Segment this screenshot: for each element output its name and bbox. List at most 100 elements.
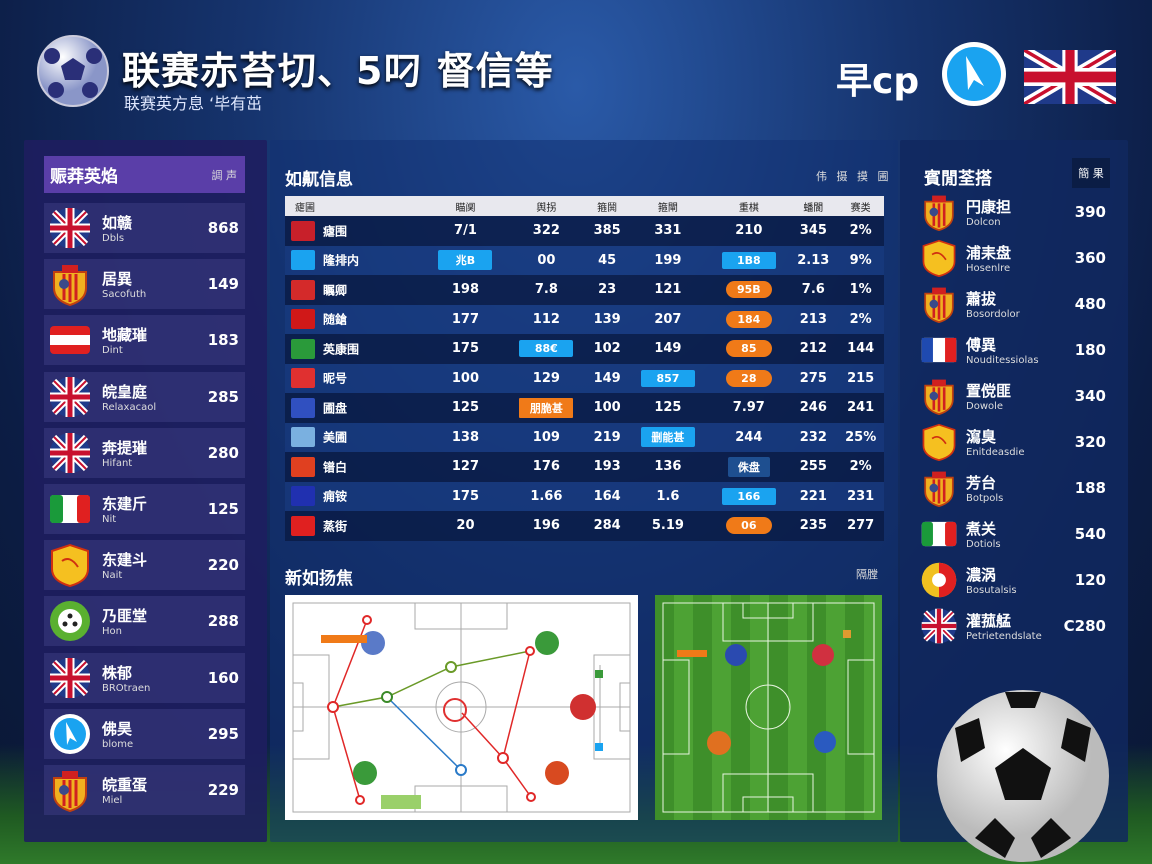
austria-emblem-icon [50,326,90,355]
column-header[interactable]: 箍閘 [627,196,709,216]
stat-cell: 215 [837,363,884,393]
table-row[interactable]: 随鎗 177 112 139 207 184 213 2% [285,304,884,334]
stat-badge: 28 [725,369,772,387]
team-cell: 昵号 [285,363,425,393]
ranking-list-item[interactable]: 东建斗 Nait 220 [44,540,245,591]
stat-badge: 兆B [438,250,493,271]
ranking-list-item[interactable]: 株郁 BROtraen 160 [44,652,245,703]
item-text: 蕭拔 Bosordolor [966,288,1075,320]
table-row[interactable]: 美圃 138 109 219 删能甚 244 232 25% [285,422,884,452]
stat-badge: 95B [725,281,772,299]
stat-badge: 857 [640,369,695,387]
team-name: 瘧围 [323,224,348,239]
team-score: 540 [1074,525,1106,543]
column-header[interactable]: 蟠閬 [789,196,838,216]
ranking-list-item[interactable]: 居異 Sacofuth 149 [44,259,245,310]
shield-emblem-icon [51,544,89,588]
tactics-diagram-white-pitch[interactable] [285,595,638,820]
stat-badge: 1B8 [721,251,776,269]
team-name: 皖重蛋 [102,776,148,794]
team-subname: Nouditessiolas [966,355,1039,366]
right-panel-filter-button[interactable]: 簡 果 [1072,158,1110,188]
team-subname: Hosenlre [966,263,1011,274]
team-name: 痈铵 [323,489,348,504]
stat-cell: 284 [586,511,628,541]
column-header[interactable]: 赛类 [837,196,884,216]
team-cell: 镨白 [285,452,425,482]
compass-logo-icon[interactable] [940,40,1008,108]
match-info-tools[interactable]: 伟 摄 摸 圃 [816,170,889,183]
ranking-list-item[interactable]: 蕭拔 Bosordolor 480 [920,282,1120,326]
column-header[interactable]: 箍鬨 [586,196,628,216]
team-score: 868 [207,219,239,237]
ranking-list-item[interactable]: 皖皇庭 Relaxacaol 285 [44,371,245,422]
stat-cell: 275 [789,363,838,393]
ranking-list-item[interactable]: 置傥匪 Dowole 340 [920,374,1120,418]
stat-cell: 127 [425,452,506,482]
stat-cell: 144 [837,334,884,364]
ranking-list-item[interactable]: 煮关 Dotiols 540 [920,512,1120,556]
team-flag-icon [291,279,315,300]
table-row[interactable]: 镨白 127 176 193 136 侏盘 255 2% [285,452,884,482]
column-header[interactable]: 重棋 [708,196,790,216]
item-text: 皖皇庭 Relaxacaol [102,381,208,413]
team-subname: BROtraen [102,682,151,694]
column-header[interactable]: 瘧圃 [285,196,425,216]
team-subname: Hifant [102,457,133,469]
shield-emblem-icon [922,239,956,277]
table-row[interactable]: 英康围 175 88€ 102 149 85 212 144 [285,334,884,364]
ranking-list-item[interactable]: 芳台 Botpols 188 [920,466,1120,510]
team-subname: Dolcon [966,217,1001,228]
stat-cell: 1% [837,275,884,305]
left-panel-filter-button[interactable]: 調 声 [211,168,238,182]
stat-cell: 164 [586,481,628,511]
ranking-list-item[interactable]: 佛昊 blome 295 [44,708,245,759]
ranking-list-item[interactable]: 瀉臭 Enitdeasdie 320 [920,420,1120,464]
table-row[interactable]: 瘧围 7/1 322 385 331 210 345 2% [285,216,884,246]
team-name: 地藏璀 [102,326,148,345]
item-text: 佛昊 blome [102,718,208,750]
stat-cell: 255 [789,452,838,482]
table-row[interactable]: 痈铵 175 1.66 164 1.6 166 221 231 [285,481,884,511]
team-subname: Dint [102,345,123,357]
team-name: 置傥匪 [966,382,1012,400]
table-row[interactable]: 蒸街 20 196 284 5.19 06 235 277 [285,511,884,541]
stat-cell: 兆B [425,245,506,275]
ranking-list-item[interactable]: 円康担 Dolcon 390 [920,190,1120,234]
tactics-diagram-green-pitch[interactable] [655,595,882,820]
france-emblem-icon [921,337,957,363]
stat-badge: 侏盘 [727,456,770,477]
stat-cell: 1B8 [708,245,790,275]
stat-cell: 2% [837,304,884,334]
stat-cell: 25% [837,422,884,452]
ranking-list-item[interactable]: 乃匪堂 Hon 288 [44,596,245,647]
ranking-list-item[interactable]: 濃涡 Bosutalsis 120 [920,558,1120,602]
table-row[interactable]: 隆排内 兆B 00 45 199 1B8 2.13 9% [285,245,884,275]
tactics-tools[interactable]: 隔膛 [856,568,878,581]
ranking-list-item[interactable]: 如赣 Dbls 868 [44,203,245,253]
stat-cell: 2% [837,452,884,482]
stat-badge: 166 [721,487,776,505]
table-row[interactable]: 瞩卿 198 7.8 23 121 95B 7.6 1% [285,275,884,305]
ranking-list-item[interactable]: 灌菰艋 Petrietendslate C280 [920,604,1120,648]
stat-cell: 06 [708,511,790,541]
ranking-list-item[interactable]: 皖重蛋 Miel 229 [44,765,245,815]
ranking-list-item[interactable]: 浦耒盘 Hosenlre 360 [920,236,1120,280]
table-row[interactable]: 昵号 100 129 149 857 28 275 215 [285,363,884,393]
table-row[interactable]: 圃盘 125 朋脆甚 100 125 7.97 246 241 [285,393,884,423]
team-name: 隆排内 [323,253,360,268]
item-text: 乃匪堂 Hon [102,605,208,637]
team-cell: 瘧围 [285,216,425,246]
uk-flag-icon[interactable] [1024,50,1116,104]
ranking-list-item[interactable]: 东建斤 Nit 125 [44,484,245,534]
ranking-list-item[interactable]: 奔提璀 Hifant 280 [44,427,245,478]
ranking-list-item[interactable]: 傅異 Nouditessiolas 180 [920,328,1120,372]
column-header[interactable]: 瞄阒 [425,196,506,216]
ranking-list-item[interactable]: 地藏璀 Dint 183 [44,315,245,366]
team-name: 东建斤 [102,495,148,513]
item-text: 芳台 Botpols [966,472,1075,504]
item-text: 灌菰艋 Petrietendslate [966,610,1064,642]
team-name: 随鎗 [323,312,348,327]
stat-cell: 85 [708,334,790,364]
column-header[interactable]: 舆拐 [505,196,587,216]
